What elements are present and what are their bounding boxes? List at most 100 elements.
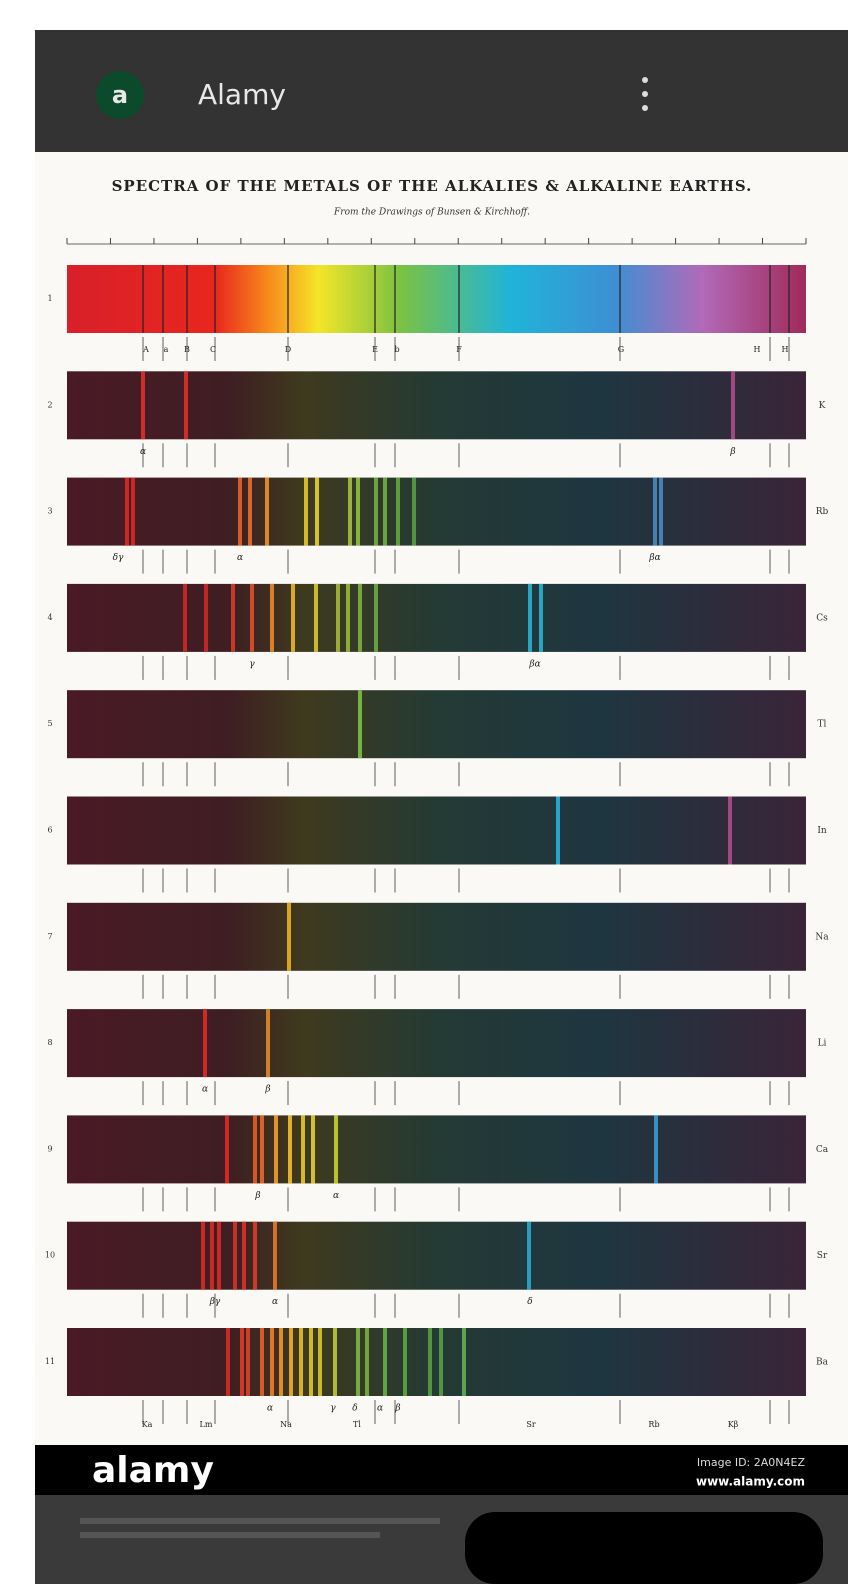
emission-line: [248, 477, 252, 546]
spectrum-band: [67, 690, 806, 759]
menu-button[interactable]: [642, 77, 648, 111]
emission-line: [131, 477, 135, 546]
row-number: 8: [47, 1038, 52, 1047]
element-label: Sr: [817, 1251, 828, 1261]
emission-line: [183, 583, 187, 652]
bottom-label: Na: [280, 1420, 292, 1429]
row-number: 5: [47, 719, 52, 728]
fraunhofer-label: E: [372, 345, 378, 354]
emission-line: [728, 796, 732, 865]
emission-line: [253, 1221, 257, 1290]
row-number: 2: [47, 400, 52, 409]
emission-line: [265, 477, 269, 546]
emission-line: [336, 583, 340, 652]
emission-line: [528, 583, 532, 652]
line-label: γ: [249, 659, 255, 669]
blurred-text: [80, 1518, 440, 1524]
fraunhofer-label: b: [394, 345, 399, 354]
emission-line: [315, 477, 319, 546]
emission-line: [356, 1328, 360, 1396]
row-number: 3: [47, 507, 52, 516]
line-label: α: [237, 553, 243, 563]
emission-line: [311, 1115, 315, 1184]
emission-line: [288, 1115, 292, 1184]
action-button[interactable]: [465, 1512, 823, 1584]
spectrum-band: [67, 1328, 806, 1396]
row-number: 6: [47, 826, 52, 835]
emission-line: [246, 1328, 250, 1396]
footer-url: www.alamy.com: [696, 1475, 805, 1489]
emission-line: [358, 583, 362, 652]
spectrum-band: [67, 583, 806, 652]
emission-line: [203, 1009, 207, 1078]
fraunhofer-label: G: [618, 345, 624, 354]
row-number: 9: [47, 1144, 52, 1153]
emission-line: [253, 1115, 257, 1184]
emission-line: [334, 1115, 338, 1184]
emission-line: [403, 1328, 407, 1396]
line-label: β: [254, 1191, 260, 1201]
emission-line: [383, 477, 387, 546]
row-number: 1: [47, 294, 52, 303]
bottom-label: Ka: [142, 1420, 153, 1429]
element-label: Na: [815, 932, 829, 942]
spectrum-band: [67, 265, 806, 333]
image-title: SPECTRA OF THE METALS OF THE ALKALIES & …: [112, 177, 753, 195]
spectrum-band: [67, 1221, 806, 1290]
row-number: 10: [45, 1251, 55, 1260]
line-label: α: [267, 1404, 273, 1414]
line-label: α: [272, 1297, 278, 1307]
footer-bar: [35, 1445, 848, 1495]
element-label: Tl: [818, 720, 827, 730]
app-icon-letter: a: [112, 81, 128, 109]
emission-line: [346, 583, 350, 652]
line-label: βα: [648, 553, 660, 563]
emission-line: [231, 583, 235, 652]
emission-line: [556, 796, 560, 865]
spectrum-band: [67, 1115, 806, 1184]
bottom-label: Lm: [200, 1420, 213, 1429]
emission-line: [125, 477, 129, 546]
emission-line: [274, 1115, 278, 1184]
app-icon[interactable]: [96, 71, 144, 119]
image-subtitle: From the Drawings of Bunsen & Kirchhoff.: [333, 208, 530, 218]
emission-line: [260, 1115, 264, 1184]
emission-line: [383, 1328, 387, 1396]
emission-line: [266, 1009, 270, 1078]
emission-line: [270, 1328, 274, 1396]
emission-line: [304, 477, 308, 546]
line-label: δ: [352, 1404, 357, 1414]
emission-line: [291, 583, 295, 652]
fraunhofer-label: A: [142, 345, 149, 354]
emission-line: [204, 583, 208, 652]
bottom-label: Sr: [526, 1420, 535, 1429]
emission-line: [314, 583, 318, 652]
line-label: βα: [528, 659, 540, 669]
emission-line: [225, 1115, 229, 1184]
element-label: Li: [818, 1039, 827, 1049]
emission-line: [238, 477, 242, 546]
bottom-label: Tl: [353, 1420, 361, 1429]
emission-line: [333, 1328, 337, 1396]
emission-line: [279, 1328, 283, 1396]
emission-line: [184, 371, 188, 440]
emission-line: [318, 1328, 322, 1396]
element-label: K: [819, 401, 826, 411]
line-label: δ: [527, 1297, 532, 1307]
emission-line: [356, 477, 360, 546]
emission-line: [260, 1328, 264, 1396]
line-label: βγ: [209, 1297, 221, 1307]
emission-line: [374, 477, 378, 546]
emission-line: [226, 1328, 230, 1396]
emission-line: [731, 371, 735, 440]
fraunhofer-label: C: [210, 345, 216, 354]
emission-line: [365, 1328, 369, 1396]
row-number: 11: [45, 1357, 55, 1366]
emission-line: [233, 1221, 237, 1290]
blurred-text: [80, 1532, 380, 1538]
spectrum-band: [67, 1009, 806, 1078]
emission-line: [287, 902, 291, 971]
fraunhofer-label: a: [164, 345, 169, 354]
emission-line: [539, 583, 543, 652]
